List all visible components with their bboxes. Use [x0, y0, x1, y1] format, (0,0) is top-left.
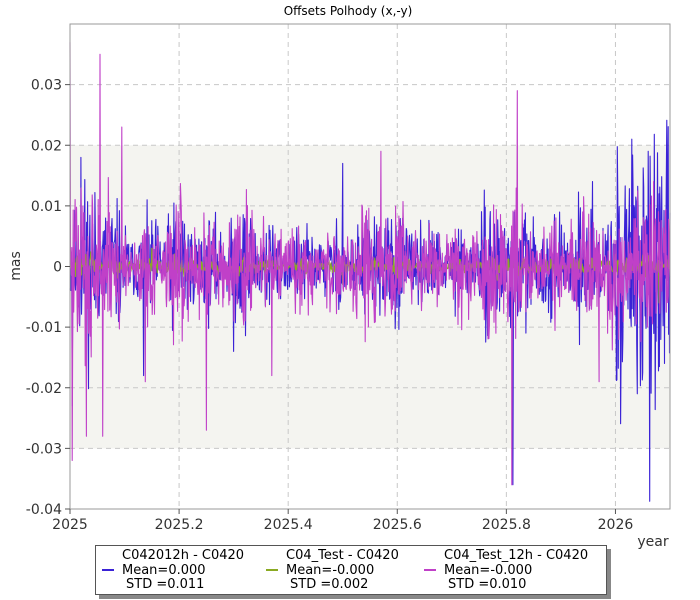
legend-std: STD =0.002 — [290, 577, 369, 592]
legend-mean: Mean=-0.000 — [444, 563, 533, 578]
legend-std: STD =0.010 — [448, 577, 527, 592]
y-tick-label: -0.02 — [26, 381, 62, 397]
legend-swatch — [102, 569, 114, 571]
legend-swatch — [266, 569, 278, 571]
legend-swatch — [424, 569, 436, 571]
x-tick-label: 2025 — [52, 517, 88, 533]
legend-series-name: C04_Test - C0420 — [286, 548, 399, 563]
legend-series-name: C042012h - C0420 — [122, 548, 245, 563]
y-tick-label: -0.03 — [26, 441, 62, 457]
y-tick-label: 0.01 — [31, 199, 62, 215]
y-tick-label: -0.01 — [26, 320, 62, 336]
legend-mean: Mean=0.000 — [122, 563, 206, 578]
legend-mean: Mean=-0.000 — [286, 563, 375, 578]
series-layer — [69, 42, 671, 502]
x-tick-label: 2025.6 — [373, 517, 422, 533]
x-axis-label: year — [637, 534, 668, 550]
y-axis-label: mas — [8, 251, 24, 281]
chart-title: Offsets Polhody (x,-y) — [284, 4, 413, 18]
legend-std: STD =0.011 — [126, 577, 205, 592]
x-tick-label: 2025.8 — [482, 517, 531, 533]
x-tick-label: 2026 — [598, 517, 634, 533]
legend-series-name: C04_Test_12h - C0420 — [444, 548, 589, 563]
y-tick-label: -0.04 — [26, 502, 62, 518]
x-tick-label: 2025.4 — [264, 517, 313, 533]
ticks: 2025 2025.2 2025.4 2025.6 2025.8 2026 0.03 0.02… — [26, 78, 634, 533]
y-tick-label: 0 — [53, 260, 62, 276]
x-tick-label: 2025.2 — [155, 517, 204, 533]
series-line-3 — [69, 42, 671, 486]
legend: C042012h - C0420 Mean=0.000 STD =0.011 C… — [95, 545, 607, 595]
y-tick-label: 0.03 — [31, 78, 62, 94]
y-tick-label: 0.02 — [31, 138, 62, 154]
plot-band — [70, 145, 670, 449]
